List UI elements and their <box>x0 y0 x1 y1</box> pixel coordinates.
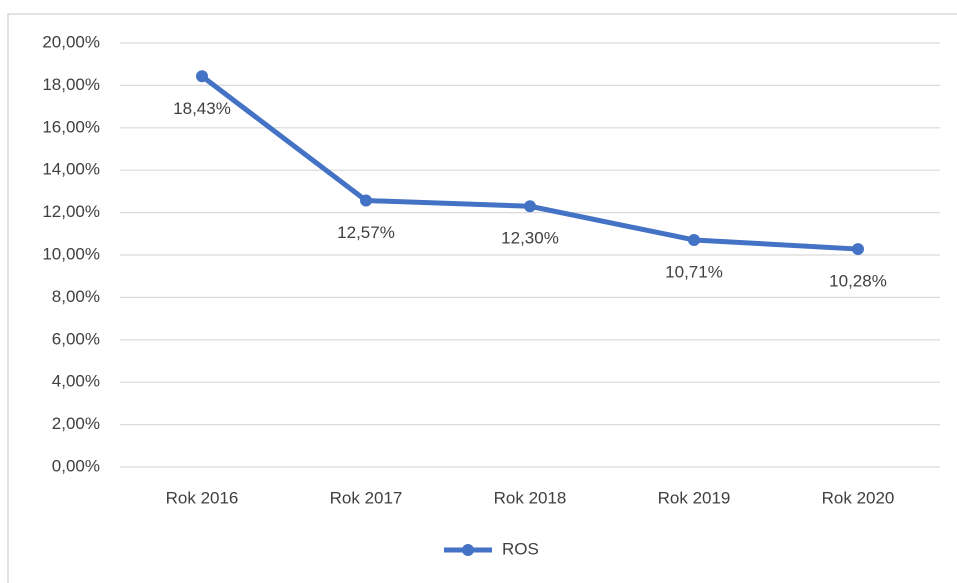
point <box>196 70 208 83</box>
y-tick-label: 2,00% <box>52 414 100 433</box>
point <box>360 194 372 207</box>
y-tick-label: 18,00% <box>42 75 100 94</box>
data-label: 10,71% <box>665 262 723 281</box>
y-tick-label: 10,00% <box>42 244 100 263</box>
y-tick-label: 0,00% <box>52 456 100 475</box>
y-tick-label: 4,00% <box>52 372 100 391</box>
x-tick-label: Rok 2020 <box>822 488 895 507</box>
y-tick-label: 6,00% <box>52 329 100 348</box>
point <box>688 233 700 246</box>
point <box>524 200 536 213</box>
point <box>852 243 864 256</box>
data-label: 10,28% <box>829 272 887 291</box>
y-tick-label: 12,00% <box>42 202 100 221</box>
y-tick-label: 14,00% <box>42 160 100 179</box>
x-tick-label: Rok 2017 <box>330 488 403 507</box>
x-tick-label: Rok 2018 <box>494 488 567 507</box>
chart-border <box>7 13 957 583</box>
data-label: 18,43% <box>173 99 231 118</box>
x-tick-label: Rok 2019 <box>658 488 731 507</box>
legend-marker <box>462 544 474 556</box>
y-tick-label: 8,00% <box>52 287 100 306</box>
y-tick-label: 16,00% <box>42 117 100 136</box>
data-label: 12,57% <box>337 223 395 242</box>
x-tick-label: Rok 2016 <box>166 488 239 507</box>
legend-label: ROS <box>502 539 539 558</box>
data-label: 12,30% <box>501 229 559 248</box>
y-tick-label: 20,00% <box>42 32 100 51</box>
